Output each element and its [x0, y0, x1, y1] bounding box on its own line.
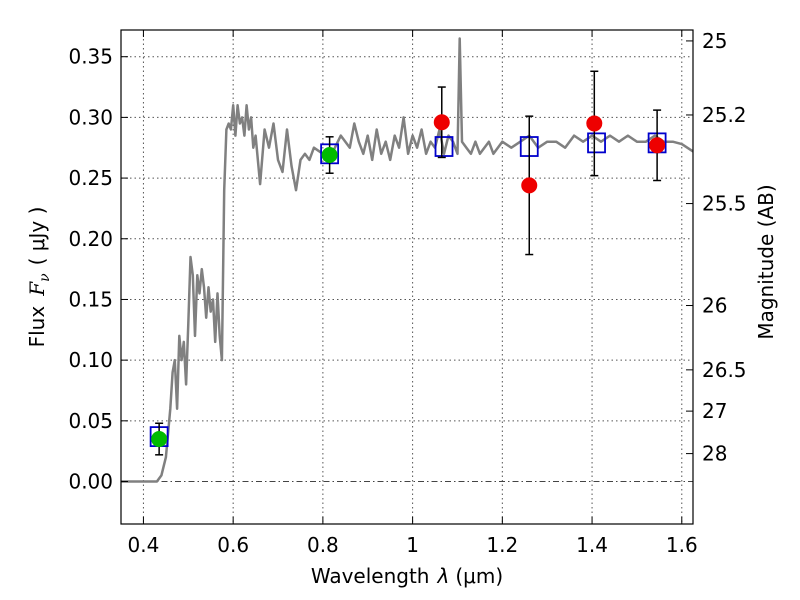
x-tick-label: 0.8	[307, 533, 339, 557]
x-tick-label: 1	[406, 533, 419, 557]
x-tick-label: 0.4	[128, 533, 160, 557]
x-tick-label: 0.6	[217, 533, 249, 557]
observed-point-red	[433, 114, 450, 131]
y-tick-label: 0.25	[68, 166, 113, 190]
observed-point-red	[586, 115, 603, 132]
observed-point-green	[151, 431, 168, 448]
x-tick-label: 1.6	[666, 533, 698, 557]
y-tick-label: 0.15	[68, 287, 113, 311]
y-tick-label: 0.10	[68, 348, 113, 372]
model-photometry-point	[434, 136, 454, 157]
y2-tick-label: 26	[702, 294, 727, 318]
y2-tick-label: 25.5	[702, 192, 747, 216]
y2-tick-label: 27	[702, 399, 727, 423]
y-tick-label: 0.05	[68, 409, 113, 433]
y-tick-label: 0.35	[68, 45, 113, 69]
y2-tick-label: 25.2	[702, 103, 747, 127]
y-tick-label: 0.30	[68, 105, 113, 129]
y-tick-label: 0.00	[68, 470, 113, 494]
y2-tick-label: 25	[702, 29, 727, 53]
observed-point-red	[521, 177, 538, 194]
data-layer	[121, 37, 694, 483]
y2-tick-label: 28	[702, 442, 727, 466]
observed-point-green	[321, 147, 338, 164]
x-axis-title: Wavelength λ (μm)	[311, 564, 503, 588]
observed-point-red	[649, 137, 666, 154]
model-photometry-point	[587, 132, 606, 154]
ticks: 0.4 0.6 0.8 1 1.2 1.4 1.6 0.00 0.05 0.10 0.15 0.20 0…	[68, 29, 746, 557]
plot-frame	[120, 29, 694, 525]
x-tick-label: 1.4	[576, 533, 608, 557]
y-tick-label: 0.20	[68, 227, 113, 251]
y-axis-title: FluxFν( μJy )	[25, 207, 53, 348]
x-tick-label: 1.2	[486, 533, 518, 557]
y2-tick-label: 26.5	[702, 358, 747, 382]
y2-axis-title: Magnitude (AB)	[754, 184, 778, 339]
